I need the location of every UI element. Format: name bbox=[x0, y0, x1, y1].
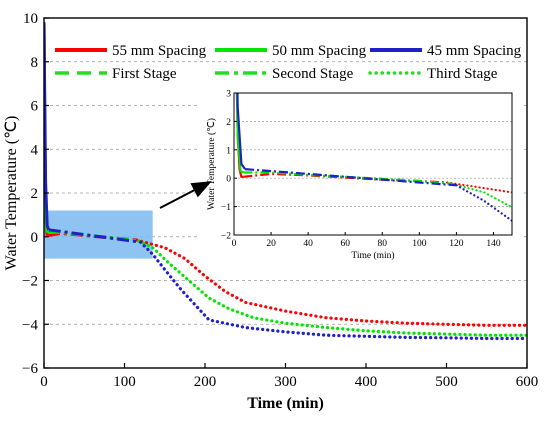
series-line-50-third-stage bbox=[137, 239, 527, 337]
series-line-45-first-stage bbox=[44, 22, 51, 231]
inset-y-axis-label: Water Temperature (℃) bbox=[206, 118, 217, 210]
inset-x-tick-label: 120 bbox=[449, 239, 464, 249]
inset-series-45-second-stage bbox=[245, 168, 457, 187]
legend-label: Second Stage bbox=[272, 66, 354, 82]
inset-y-tick-label: 2 bbox=[226, 118, 231, 128]
x-axis-label: Time (min) bbox=[247, 395, 324, 412]
series-line-45-second-stage bbox=[48, 228, 141, 244]
legend: 55 mm Spacing 50 mm Spacing 45 mm Spacing F… bbox=[55, 43, 522, 82]
inset-plot: 0 20 40 60 80 100 120 140 −2 −1 0 1 2 3 Time (min) Wate… bbox=[200, 84, 522, 261]
y-tick-label: 6 bbox=[31, 99, 39, 115]
series-line-45-third-stage bbox=[139, 240, 527, 341]
legend-label: 45 mm Spacing bbox=[427, 43, 522, 59]
x-tick-label: 100 bbox=[113, 374, 136, 390]
y-axis-label: Water Temperature (℃) bbox=[3, 116, 20, 271]
inset-series-45-first-stage bbox=[236, 93, 246, 170]
inset-series-50-first-stage bbox=[235, 93, 244, 174]
inset-x-tick-label: 20 bbox=[266, 239, 276, 249]
y-tick-label: −6 bbox=[22, 361, 38, 377]
legend-label: Third Stage bbox=[427, 66, 498, 82]
x-tick-label: 300 bbox=[274, 374, 297, 390]
highlight-region bbox=[44, 210, 153, 259]
x-tick-label: 400 bbox=[355, 374, 378, 390]
inset-y-tick-label: −1 bbox=[221, 203, 231, 213]
x-tick-label: 200 bbox=[194, 374, 217, 390]
x-tick-label: 0 bbox=[40, 374, 48, 390]
y-tick-label: 10 bbox=[23, 11, 38, 27]
inset-y-tick-label: 0 bbox=[226, 175, 231, 185]
inset-y-tick-label: 3 bbox=[226, 90, 231, 100]
zoom-arrow bbox=[159, 181, 212, 209]
legend-label: 55 mm Spacing bbox=[112, 43, 207, 59]
x-tick-label: 500 bbox=[435, 374, 458, 390]
inset-x-tick-label: 140 bbox=[486, 239, 501, 249]
inset-x-tick-label: 80 bbox=[378, 239, 388, 249]
legend-label: First Stage bbox=[112, 66, 177, 82]
inset-background bbox=[200, 84, 522, 259]
y-tick-label: 8 bbox=[31, 55, 39, 71]
inset-y-tick-label: 1 bbox=[226, 146, 231, 156]
y-tick-label: 2 bbox=[31, 186, 39, 202]
inset-series-50-second-stage bbox=[243, 171, 453, 185]
y-tick-label: −2 bbox=[22, 274, 38, 290]
x-tick-label: 600 bbox=[516, 374, 539, 390]
inset-series-group bbox=[235, 93, 512, 223]
inset-x-axis-label: Time (min) bbox=[351, 250, 394, 261]
y-tick-label: 0 bbox=[31, 230, 39, 246]
inset-x-tick-label: 40 bbox=[303, 239, 313, 249]
legend-label: 50 mm Spacing bbox=[272, 43, 367, 59]
inset-y-tick-label: −2 bbox=[221, 232, 231, 242]
inset-x-tick-label: 100 bbox=[412, 239, 427, 249]
inset-frame bbox=[233, 92, 513, 236]
inset-x-tick-label: 60 bbox=[340, 239, 350, 249]
y-tick-label: −4 bbox=[22, 317, 38, 333]
y-tick-label: 4 bbox=[31, 142, 39, 158]
inset-x-tick-label: 0 bbox=[232, 239, 237, 249]
series-line-55-third-stage bbox=[135, 238, 527, 327]
